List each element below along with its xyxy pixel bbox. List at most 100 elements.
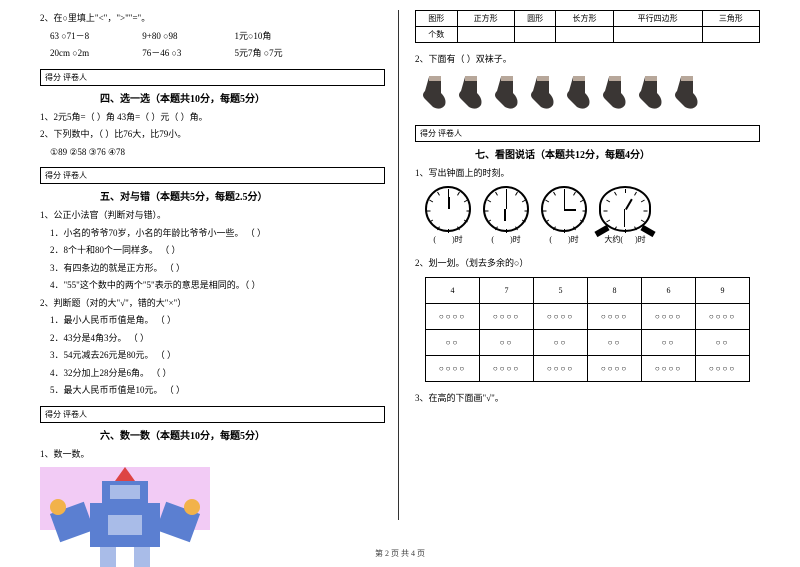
clock-tick-icon [427, 211, 431, 212]
section-5-title: 五、对与错（本题共5分，每题2.5分） [100, 188, 385, 203]
clock-tick-icon [634, 192, 637, 196]
clock-tick-icon [506, 229, 507, 233]
column-divider [398, 10, 399, 520]
clock-tick-icon [564, 229, 565, 233]
grid-cell: ○○ [696, 329, 750, 355]
sock-icon [635, 75, 665, 111]
clock-tick-icon [580, 200, 584, 203]
grid-head: 6 [642, 277, 696, 303]
grid-cell: ○○ [534, 329, 588, 355]
grid-cell: ○○○○ [588, 303, 642, 329]
table-row: 个数 [416, 27, 760, 43]
sec4-item: ①89 ②58 ③76 ④78 [50, 146, 385, 160]
grid-head: 5 [534, 277, 588, 303]
grid-cell: ○○○○ [588, 355, 642, 381]
clock-tick-icon [429, 200, 433, 203]
clock-tick-icon [429, 220, 433, 223]
clock-hour-hand [625, 199, 633, 210]
clock-label: ( )时 [483, 234, 529, 245]
clock-tick-icon [606, 200, 610, 203]
grid-cell: ○○ [588, 329, 642, 355]
clock-tick-icon [543, 211, 547, 212]
clock-tick-icon [553, 192, 556, 196]
clock-tick-icon [580, 220, 584, 223]
sock-icon [563, 75, 593, 111]
clock-minute-hand [624, 209, 625, 227]
clock-tick-icon [644, 211, 648, 212]
sec4-item: 2、下列数中，（ ）比76大，比79小。 [40, 128, 385, 142]
sec5-g2-item: 2．43分是4角3分。 （ ） [50, 332, 385, 346]
q2-cell: 76－46 ○3 [142, 47, 232, 61]
grid-cell: ○○○○ [642, 303, 696, 329]
clock-tick-icon [545, 200, 549, 203]
clock-label: 大约( )时 [599, 234, 651, 245]
clock-tick-icon [625, 189, 626, 193]
grid-cell: ○○○○ [480, 355, 534, 381]
clock-unit: ( )时 [425, 186, 471, 245]
clock-label: ( )时 [425, 234, 471, 245]
circle-grid-table: 4 7 5 8 6 9 ○○○○○○○○○○○○○○○○○○○○○○○○ ○○○… [425, 277, 750, 382]
clock-icon [599, 186, 651, 232]
clock-tick-icon [614, 226, 617, 230]
q2-cell: 9+80 ○98 [142, 30, 232, 44]
table-row: 4 7 5 8 6 9 [426, 277, 750, 303]
sec4-item: 1、2元5角=（ ）角 43角=（ ）元（ ）角。 [40, 111, 385, 125]
shape-row-label: 个数 [416, 27, 458, 43]
right-q2: 2、下面有（ ）双袜子。 [415, 53, 760, 67]
clock-unit: 大约( )时 [599, 186, 651, 245]
sec5-g2-item: 3．54元减去26元是80元。 （ ） [50, 349, 385, 363]
shape-cell [613, 27, 702, 43]
socks-row [419, 75, 760, 111]
clock-tick-icon [448, 229, 449, 233]
score-box: 得分 评卷人 [40, 167, 385, 184]
q2-cell: 5元7角 ○7元 [235, 47, 325, 61]
left-column: 2、在○里填上"<"，">""="。 63 ○71－8 9+80 ○98 1元○… [40, 10, 385, 530]
sock-icon [599, 75, 629, 111]
clock-tick-icon [457, 226, 460, 230]
robot-body-patch [108, 515, 142, 535]
sec7-q2: 2、划一划。（划去多余的○） [415, 257, 760, 271]
clock-icon [541, 186, 587, 232]
clock-tick-icon [525, 211, 529, 212]
sec7-q3: 3、在高的下面画"√"。 [415, 392, 760, 406]
clock-label: ( )时 [541, 234, 587, 245]
shape-cell [457, 27, 514, 43]
clock-hour-hand [564, 209, 576, 211]
grid-head: 9 [696, 277, 750, 303]
clock-tick-icon [515, 192, 518, 196]
sock-icon [491, 75, 521, 111]
robot-figure [40, 467, 210, 530]
sec5-g1-item: 2．8个十和80个一同样多。 （ ） [50, 244, 385, 258]
grid-head: 8 [588, 277, 642, 303]
sec5-g2-item: 4．32分加上28分是6角。 （ ） [50, 367, 385, 381]
clock-icon [483, 186, 529, 232]
clock-tick-icon [487, 220, 491, 223]
shape-cell [556, 27, 613, 43]
clock-tick-icon [487, 200, 491, 203]
grid-cell: ○○ [426, 329, 480, 355]
clock-icon [425, 186, 471, 232]
robot-left-hand [50, 499, 66, 515]
q2-cell: 20cm ○2m [50, 47, 140, 61]
sec6-item: 1、数一数。 [40, 448, 385, 462]
robot-hat-triangle [115, 467, 135, 481]
page-footer: 第 2 页 共 4 页 [0, 548, 800, 559]
clock-minute-hand [506, 191, 507, 209]
score-box: 得分 评卷人 [415, 125, 760, 142]
clock-tick-icon [553, 226, 556, 230]
score-box: 得分 评卷人 [40, 406, 385, 423]
sec5-g1-item: 4．"55"这个数中的两个"5"表示的意思是相同的。（ ） [50, 279, 385, 293]
clock-tick-icon [457, 192, 460, 196]
robot-right-hand [184, 499, 200, 515]
table-row: ○○○○○○○○○○○○○○○○○○○○○○○○ [426, 303, 750, 329]
clock-tick-icon [495, 192, 498, 196]
table-row: ○○○○○○○○○○○○ [426, 329, 750, 355]
shape-cell [514, 27, 556, 43]
grid-cell: ○○○○ [480, 303, 534, 329]
clock-tick-icon [573, 226, 576, 230]
page-container: 2、在○里填上"<"，">""="。 63 ○71－8 9+80 ○98 1元○… [40, 10, 760, 530]
shape-header: 平行四边形 [613, 11, 702, 27]
grid-cell: ○○○○ [426, 303, 480, 329]
clock-minute-hand [448, 191, 449, 209]
section-6-title: 六、数一数（本题共10分，每题5分） [100, 427, 385, 442]
